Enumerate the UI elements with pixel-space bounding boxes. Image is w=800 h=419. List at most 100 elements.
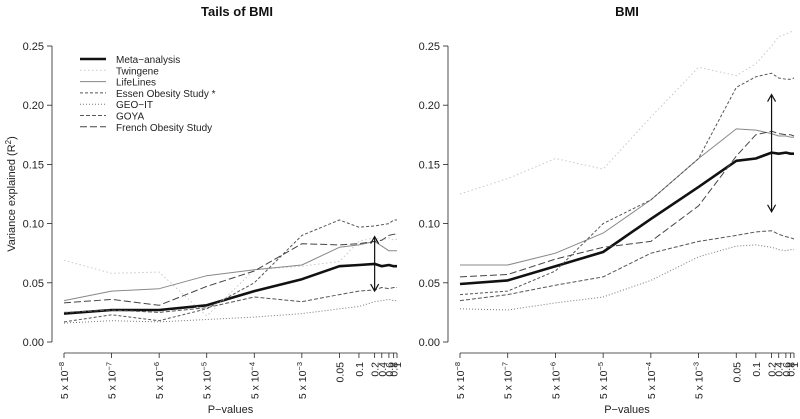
- y-axis-label-text: Variance explained (R: [6, 144, 18, 251]
- y-axis-label: Variance explained (R2): [4, 136, 18, 252]
- x-tick-label: 0.6: [781, 362, 793, 377]
- series-line-essen-obesity-study-: [459, 72, 795, 296]
- series-line-meta-analysis: [63, 262, 397, 315]
- chart-title: Tails of BMI: [201, 4, 273, 19]
- y-tick-label: 0.25: [23, 41, 44, 53]
- series-line-geo-it: [63, 298, 397, 324]
- x-tick-label: 5 x 10−8: [57, 362, 71, 399]
- x-tick-label: 0.4: [774, 362, 786, 377]
- x-tick-label-base: 5 x 10: [59, 370, 71, 399]
- x-tick-label-base: 5 x 10: [249, 370, 261, 399]
- legend-entry: Meta−analysis: [116, 55, 180, 66]
- x-tick-label-base: 0.1: [354, 362, 366, 377]
- legend-entry: Essen Obesity Study *: [116, 89, 216, 100]
- x-tick-label: 5 x 10−3: [692, 362, 706, 399]
- y-tick-label: 0.15: [23, 159, 44, 171]
- x-tick-label-base: 0.6: [781, 362, 793, 377]
- legend-entry: GOYA: [116, 112, 144, 123]
- x-tick-label-exp: −7: [501, 362, 510, 371]
- x-tick-label: 0.8: [786, 362, 798, 377]
- x-tick-label-exp: −3: [295, 362, 304, 371]
- x-tick-label-base: 1: [789, 362, 800, 368]
- x-tick-label: 1: [789, 362, 800, 368]
- double-arrow-head-bottom: [370, 283, 380, 293]
- y-tick-label: 0.25: [419, 41, 440, 53]
- x-tick-label-base: 0.05: [334, 362, 346, 383]
- x-tick-label: 5 x 10−5: [200, 362, 214, 399]
- x-axis-label: P−values: [208, 404, 254, 416]
- x-tick-label-base: 5 x 10: [694, 370, 706, 399]
- y-tick-label: 0.20: [419, 100, 440, 112]
- y-tick-label: 0.05: [23, 278, 44, 290]
- series-line-french-obesity-study: [63, 233, 397, 306]
- x-tick-label: 0.8: [389, 362, 401, 377]
- x-tick-label: 0.05: [334, 362, 346, 383]
- x-tick-label: 5 x 10−4: [644, 362, 658, 399]
- x-tick-label-exp: −3: [692, 362, 701, 371]
- x-tick-label-base: 5 x 10: [107, 370, 119, 399]
- x-tick-label-exp: −5: [596, 362, 605, 371]
- y-tick-label: 0.20: [23, 100, 44, 112]
- x-tick-label: 5 x 10−3: [295, 362, 309, 399]
- series-line-geo-it: [459, 244, 794, 311]
- x-tick-label: 5 x 10−7: [105, 362, 119, 399]
- x-tick-label-base: 0.1: [751, 362, 763, 377]
- x-tick-label: 5 x 10−7: [501, 362, 515, 399]
- series-line-lifelines: [63, 240, 397, 302]
- chart-title: BMI: [615, 4, 639, 19]
- x-tick-label-exp: −8: [57, 362, 66, 371]
- double-arrow-head-bottom: [767, 204, 777, 213]
- x-tick-label-base: 0.2: [767, 362, 779, 377]
- x-tick-label-base: 0.4: [774, 362, 786, 377]
- x-tick-label-base: 0.8: [786, 362, 798, 377]
- x-tick-label-base: 5 x 10: [550, 370, 562, 399]
- x-tick-label-base: 0.05: [731, 362, 743, 383]
- x-tick-label: 5 x 10−5: [596, 362, 610, 399]
- x-tick-label: 0.6: [384, 362, 396, 377]
- y-axis-label-sup: 2: [4, 139, 13, 144]
- legend-entry: Twingene: [116, 66, 159, 77]
- x-tick-label: 0.1: [751, 362, 763, 377]
- x-tick-label-exp: −7: [105, 362, 114, 371]
- x-tick-label-base: 1: [392, 362, 404, 368]
- panel-1: Tails of BMI 0.00 0.05 0.10 0.15 0.20 0.25 Vari…: [4, 4, 404, 416]
- y-tick-label: 0.05: [419, 278, 440, 290]
- x-tick-label-base: 5 x 10: [154, 370, 166, 399]
- x-tick-label-base: 0.2: [370, 362, 382, 377]
- y-tick-label: 0.10: [419, 219, 440, 231]
- x-tick-label: 0.2: [370, 362, 382, 377]
- x-tick-label-base: 0.6: [384, 362, 396, 377]
- x-tick-label: 0.05: [731, 362, 743, 383]
- y-tick-label: 0.00: [419, 337, 440, 349]
- series-line-essen-obesity-study-: [63, 219, 397, 323]
- y-tick-label: 0.10: [23, 219, 44, 231]
- x-tick-label-exp: −8: [453, 362, 462, 371]
- series-line-meta-analysis: [459, 151, 794, 286]
- y-axis-label-close: ): [6, 136, 18, 140]
- series-line-lifelines: [460, 128, 794, 266]
- double-arrow-head-top: [767, 93, 777, 102]
- x-tick-label-base: 5 x 10: [297, 370, 309, 399]
- x-tick-label: 5 x 10−6: [548, 362, 562, 399]
- x-tick-label: 0.4: [377, 362, 389, 377]
- x-tick-label-exp: −6: [152, 362, 161, 371]
- x-tick-label-exp: −5: [200, 362, 209, 371]
- x-axis-label: P−values: [604, 404, 650, 416]
- series-line-goya: [459, 230, 795, 302]
- x-tick-label: 1: [392, 362, 404, 368]
- x-tick-label-base: 0.8: [389, 362, 401, 377]
- x-tick-label-exp: −6: [548, 362, 557, 371]
- x-tick-label-base: 5 x 10: [646, 370, 658, 399]
- legend-entry: LifeLines: [116, 78, 156, 89]
- series-line-twingene: [459, 31, 794, 195]
- double-arrow-head-top: [370, 235, 380, 244]
- y-tick-label: 0.00: [23, 337, 44, 349]
- x-tick-label: 5 x 10−6: [152, 362, 166, 399]
- x-tick-label-base: 5 x 10: [503, 370, 515, 399]
- x-tick-label: 0.1: [354, 362, 366, 377]
- x-tick-label: 5 x 10−4: [247, 362, 261, 399]
- legend-entry: GEO−IT: [116, 100, 153, 111]
